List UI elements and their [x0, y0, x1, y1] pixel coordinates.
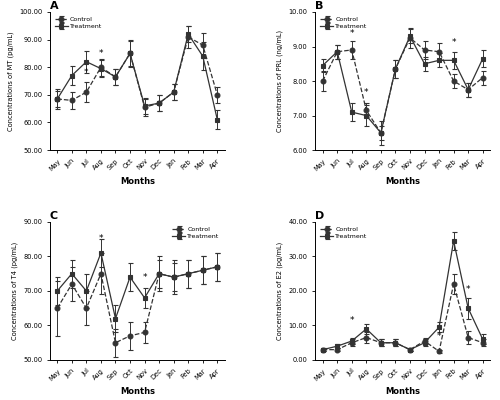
Legend: Control, Treatment: Control, Treatment [53, 15, 104, 31]
X-axis label: Months: Months [120, 177, 155, 186]
Legend: Control, Treatment: Control, Treatment [318, 225, 370, 241]
Text: *: * [98, 234, 103, 243]
Text: *: * [98, 48, 103, 58]
Legend: Control, Treatment: Control, Treatment [318, 15, 370, 31]
Text: *: * [466, 286, 470, 294]
Text: *: * [350, 29, 354, 38]
Text: *: * [437, 332, 442, 341]
Y-axis label: Concentrations of PRL (ng/mL): Concentrations of PRL (ng/mL) [276, 30, 283, 132]
Text: B: B [316, 1, 324, 11]
Y-axis label: Concentrations of T4 (pg/mL): Concentrations of T4 (pg/mL) [11, 242, 18, 340]
Text: *: * [84, 68, 88, 77]
Text: C: C [50, 211, 58, 221]
Text: D: D [316, 211, 324, 221]
Text: *: * [452, 38, 456, 46]
X-axis label: Months: Months [385, 177, 420, 186]
X-axis label: Months: Months [385, 387, 420, 396]
Y-axis label: Concentrations of MT (pg/mL): Concentrations of MT (pg/mL) [7, 31, 14, 131]
Text: *: * [350, 316, 354, 326]
Text: *: * [142, 273, 147, 282]
Text: *: * [364, 88, 368, 96]
Legend: Control, Treatment: Control, Treatment [170, 225, 222, 241]
X-axis label: Months: Months [120, 387, 155, 396]
Y-axis label: Concentrations of E2 (pg/mL): Concentrations of E2 (pg/mL) [276, 242, 283, 340]
Text: A: A [50, 1, 58, 11]
